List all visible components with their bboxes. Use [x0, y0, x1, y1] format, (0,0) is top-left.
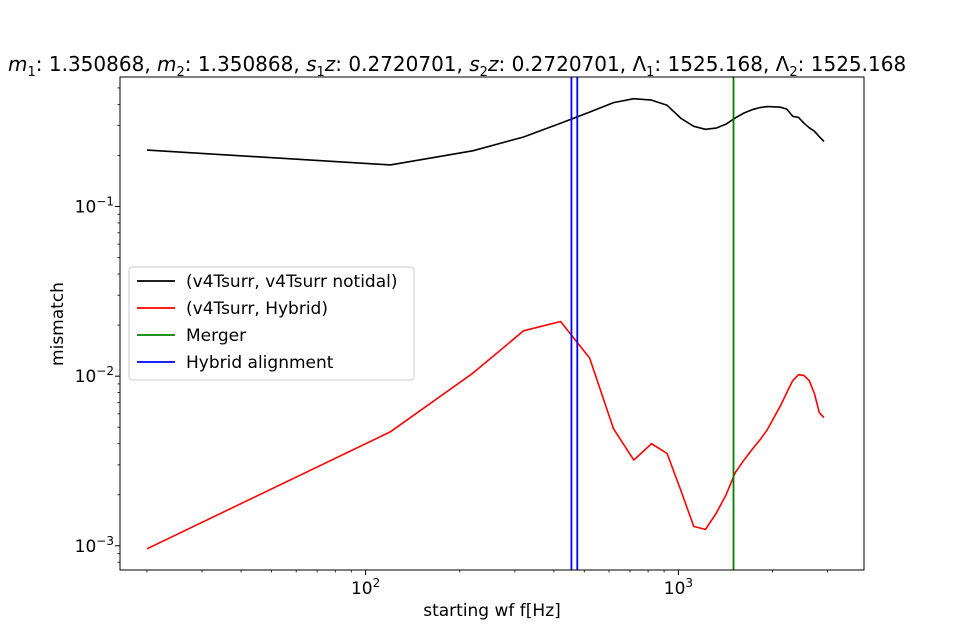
- x-tick-label: 102: [351, 576, 380, 599]
- series-layer: [146, 77, 825, 570]
- chart-title: m1: 1.350868, m2: 1.350868, s1z: 0.27207…: [8, 52, 906, 80]
- series-line-notidal: [146, 97, 825, 166]
- y-tick-label: 10−3: [75, 534, 114, 557]
- y-tick-label: 10−2: [75, 364, 114, 387]
- legend-label: Hybrid alignment: [186, 353, 334, 373]
- plot-frame: [119, 76, 865, 571]
- major-ticks: 102 103 10−3 10−2 10−1: [75, 195, 693, 599]
- legend-label: Merger: [186, 326, 246, 346]
- legend-label: (v4Tsurr, v4Tsurr notidal): [186, 272, 398, 292]
- legend-box: [128, 266, 415, 381]
- series-line-hybrid: [146, 320, 825, 550]
- legend: (v4Tsurr, v4Tsurr notidal) (v4Tsurr, Hybr…: [128, 266, 415, 381]
- y-axis-label: mismatch: [48, 282, 68, 366]
- x-tick-label: 103: [664, 576, 693, 599]
- legend-label: (v4Tsurr, Hybrid): [186, 299, 328, 319]
- y-tick-label: 10−1: [75, 195, 114, 218]
- x-axis-label: starting wf f[Hz]: [423, 601, 561, 621]
